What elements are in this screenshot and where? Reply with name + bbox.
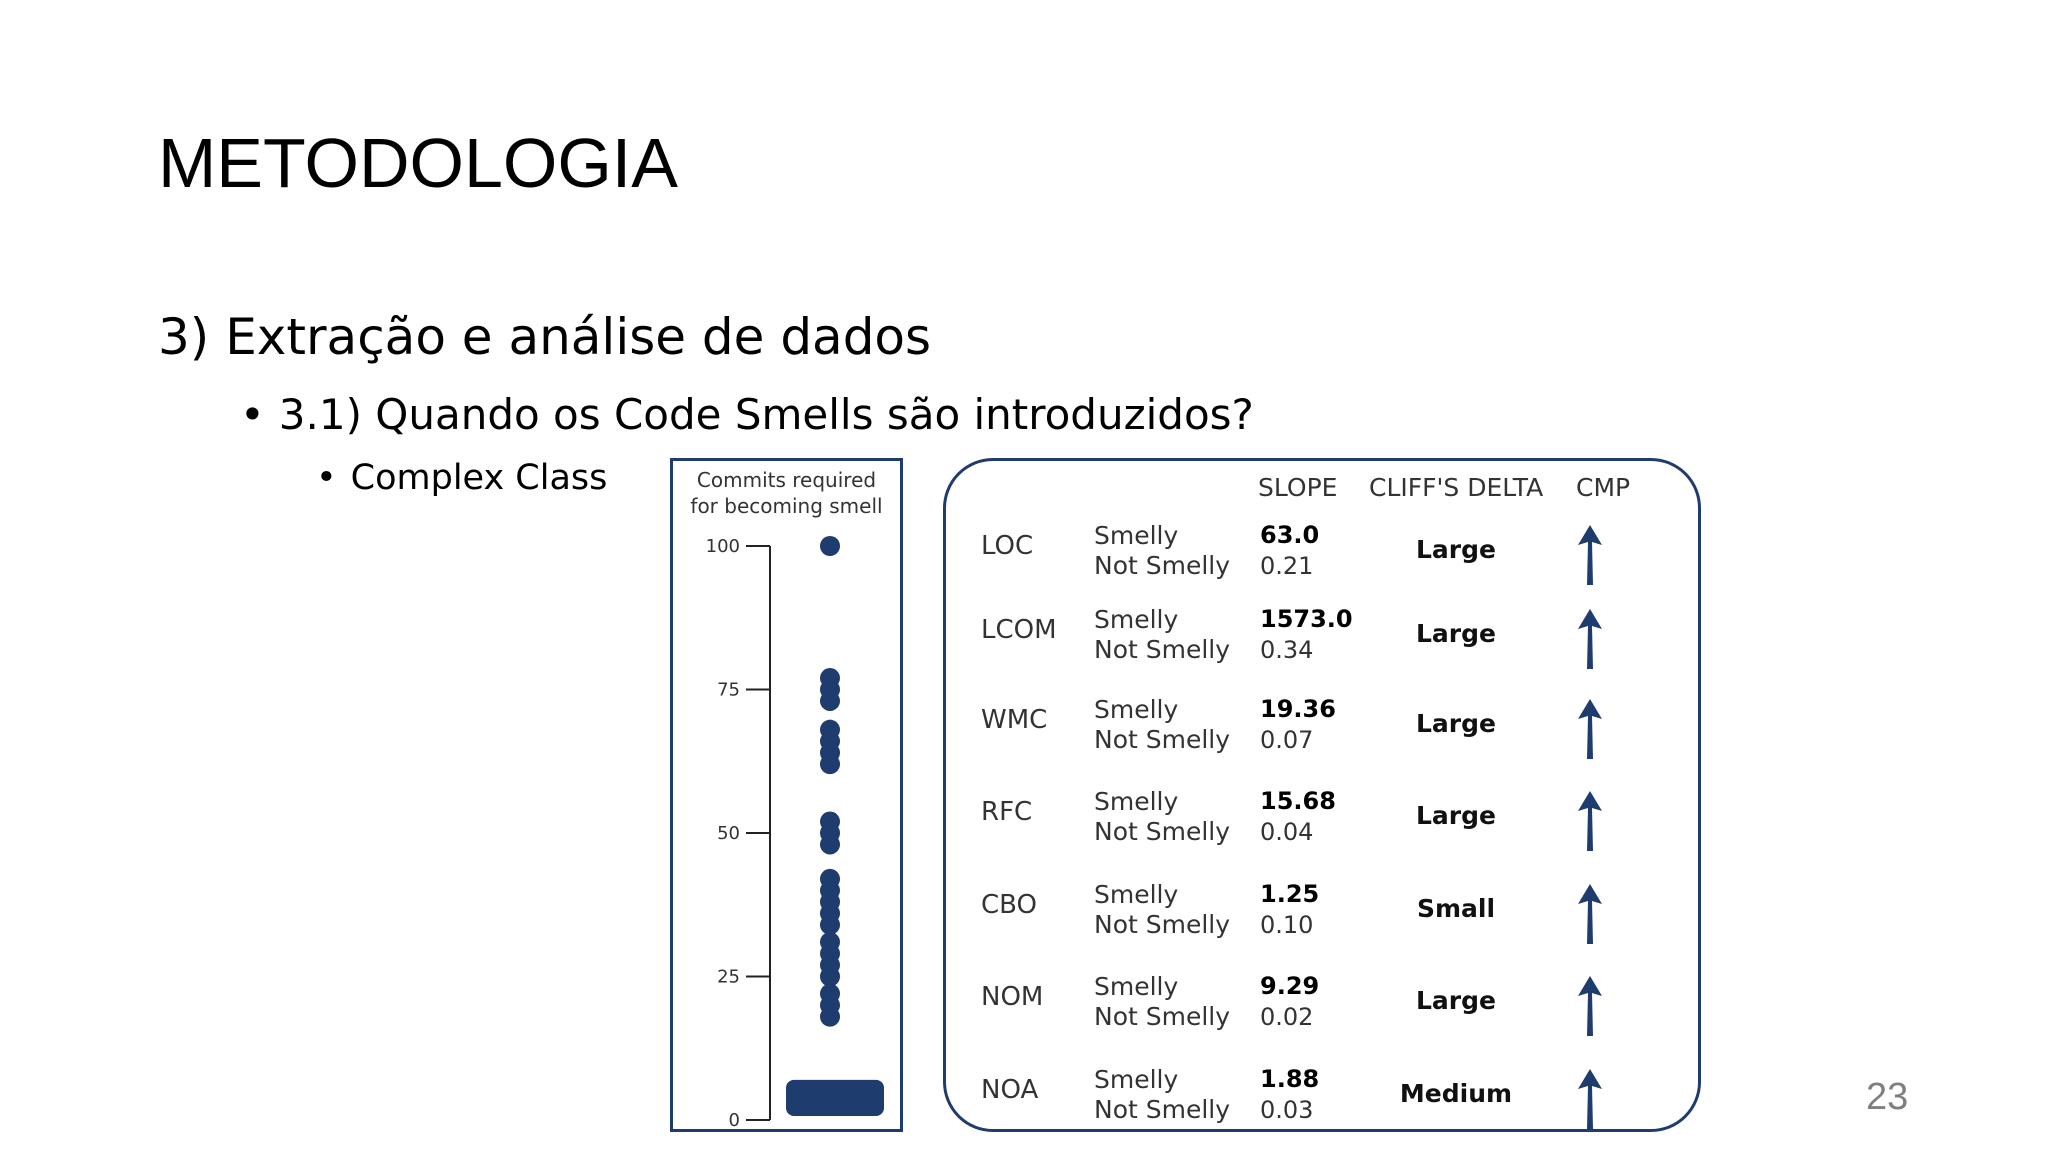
strip-chart-svg: 100 75 50 25 0 [706,536,884,1129]
sub-bullet: • Complex Class [316,461,607,496]
smelly-label: Smelly [1094,1065,1179,1094]
data-point [820,914,840,935]
arrow-up-icon [1578,791,1602,851]
data-point [820,690,840,711]
strip-chart-header-line1: Commits required [696,468,877,492]
subsection-text: 3.1) Quando os Code Smells são introduzi… [278,390,1254,439]
slope-not-smelly-value: 0.21 [1260,552,1314,580]
dense-point-cluster [786,1079,884,1116]
y-tick-label: 75 [717,680,740,701]
data-point [820,1006,840,1027]
not-smelly-label: Not Smelly [1094,1002,1231,1031]
metric-name: WMC [981,705,1048,735]
arrow-up-icon [1578,1069,1602,1129]
table-row: NOM Smelly Not Smelly 9.29 0.02 Large [946,972,1698,1042]
table-row: CBO Smelly Not Smelly 1.25 0.10 Small [946,880,1698,950]
strip-chart-panel: Commits required for becoming smell 100 7… [670,458,903,1132]
data-point [820,754,840,775]
subsection-bullet: • 3.1) Quando os Code Smells são introduz… [240,394,1254,436]
y-tick-label: 100 [706,536,740,557]
smelly-label: Smelly [1094,787,1179,816]
y-tick-label: 0 [729,1110,740,1129]
slope-smelly-value: 15.68 [1260,787,1336,815]
metric-name: CBO [981,890,1037,920]
slope-not-smelly-value: 0.07 [1260,726,1314,754]
table-row: LOC Smelly Not Smelly 63.0 0.21 Large [946,521,1698,591]
not-smelly-label: Not Smelly [1094,910,1231,939]
effect-size: Small [1416,894,1496,923]
y-tick-label: 50 [717,823,740,844]
effect-size: Medium [1399,1079,1513,1108]
metric-name: RFC [981,797,1033,827]
metric-name: LOC [981,531,1034,561]
slope-not-smelly-value: 0.04 [1260,818,1314,846]
not-smelly-label: Not Smelly [1094,551,1231,580]
strip-chart-header: Commits required for becoming smell [673,467,900,519]
table-row: NOA Smelly Not Smelly 1.88 0.03 Medium [946,1065,1698,1135]
section-heading: 3) Extração e análise de dados [158,308,932,366]
bullet-icon: • [240,390,265,439]
arrow-up-icon [1578,609,1602,669]
slope-smelly-value: 1.25 [1260,880,1320,908]
arrow-up-icon [1578,525,1602,585]
table-row: LCOM Smelly Not Smelly 1573.0 0.34 Large [946,605,1698,675]
not-smelly-label: Not Smelly [1094,635,1231,664]
arrow-up-icon [1578,699,1602,759]
not-smelly-label: Not Smelly [1094,817,1231,846]
data-point [820,536,840,556]
header-slope: SLOPE [1258,473,1338,502]
slope-smelly-value: 19.36 [1260,695,1336,723]
bullet-icon: • [316,458,337,498]
table-row: RFC Smelly Not Smelly 15.68 0.04 Large [946,787,1698,857]
table-row: WMC Smelly Not Smelly 19.36 0.07 Large [946,695,1698,765]
arrow-up-icon [1578,976,1602,1036]
page-number: 23 [1866,1076,1909,1118]
effect-size: Large [1416,535,1496,564]
effect-size: Large [1416,709,1496,738]
data-point [820,966,840,987]
metric-name: NOM [981,982,1044,1012]
slope-smelly-value: 1573.0 [1260,605,1353,633]
slope-not-smelly-value: 0.34 [1260,636,1314,664]
slide-title: METODOLOGIA [158,124,678,202]
smelly-label: Smelly [1094,695,1179,724]
header-cliffs-delta: CLIFF'S DELTA [1369,473,1544,502]
strip-chart-header-line2: for becoming smell [690,494,883,518]
effect-size: Large [1416,801,1496,830]
slope-not-smelly-value: 0.02 [1260,1003,1314,1031]
slope-smelly-value: 9.29 [1260,972,1320,1000]
slope-not-smelly-value: 0.10 [1260,911,1314,939]
header-cmp: CMP [1576,473,1631,502]
slope-smelly-value: 63.0 [1260,521,1320,549]
smelly-label: Smelly [1094,521,1179,550]
slope-smelly-value: 1.88 [1260,1065,1320,1093]
not-smelly-label: Not Smelly [1094,1095,1231,1124]
effect-size: Large [1416,986,1496,1015]
slope-not-smelly-value: 0.03 [1260,1096,1314,1124]
effect-size: Large [1416,619,1496,648]
not-smelly-label: Not Smelly [1094,725,1231,754]
smelly-label: Smelly [1094,880,1179,909]
metric-name: LCOM [981,615,1057,645]
arrow-up-icon [1578,884,1602,944]
y-tick-label: 25 [717,967,740,988]
data-point [820,834,840,855]
sub-bullet-text: Complex Class [350,458,608,498]
metric-name: NOA [981,1075,1039,1105]
metrics-table: SLOPE CLIFF'S DELTA CMP LOC Smelly Not Sme… [943,458,1701,1132]
smelly-label: Smelly [1094,605,1179,634]
smelly-label: Smelly [1094,972,1179,1001]
